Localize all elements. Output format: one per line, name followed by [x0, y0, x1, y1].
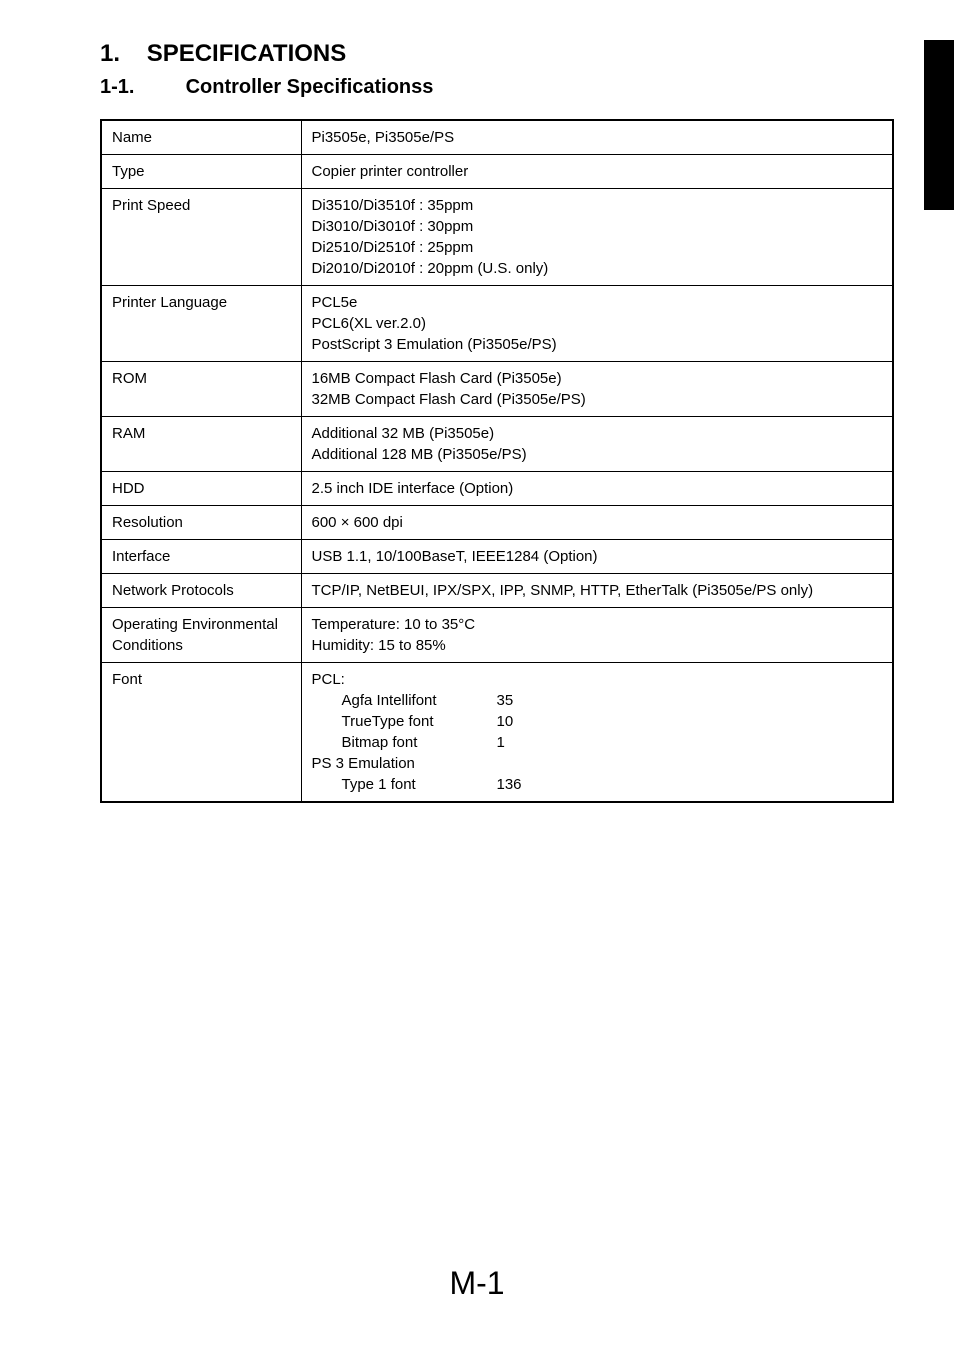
- row-label: Font: [101, 663, 301, 803]
- spec-table: NamePi3505e, Pi3505e/PSTypeCopier printe…: [100, 119, 894, 803]
- table-row: InterfaceUSB 1.1, 10/100BaseT, IEEE1284 …: [101, 540, 893, 574]
- font-count: 10: [497, 711, 883, 732]
- row-value: PCL5e PCL6(XL ver.2.0) PostScript 3 Emul…: [301, 286, 893, 362]
- font-item: Bitmap font1: [342, 732, 883, 753]
- row-value: USB 1.1, 10/100BaseT, IEEE1284 (Option): [301, 540, 893, 574]
- row-label: RAM: [101, 417, 301, 472]
- row-value: Pi3505e, Pi3505e/PS: [301, 120, 893, 155]
- font-name: Type 1 font: [342, 774, 497, 795]
- font-section-header: PS 3 Emulation: [312, 753, 883, 774]
- font-count: 136: [497, 774, 883, 795]
- side-tab: [924, 40, 954, 210]
- section-number: 1.: [100, 40, 120, 67]
- table-row: Printer LanguagePCL5e PCL6(XL ver.2.0) P…: [101, 286, 893, 362]
- font-item: TrueType font10: [342, 711, 883, 732]
- row-label: Operating Environmental Conditions: [101, 608, 301, 663]
- row-value: 600 × 600 dpi: [301, 506, 893, 540]
- row-label: Printer Language: [101, 286, 301, 362]
- table-row: NamePi3505e, Pi3505e/PS: [101, 120, 893, 155]
- row-value: Temperature: 10 to 35°C Humidity: 15 to …: [301, 608, 893, 663]
- table-row: Operating Environmental ConditionsTemper…: [101, 608, 893, 663]
- page-number: M-1: [0, 1265, 954, 1302]
- subsection-number: 1-1.: [100, 76, 180, 99]
- row-label: Resolution: [101, 506, 301, 540]
- font-section-header: PCL:: [312, 669, 883, 690]
- row-label: HDD: [101, 472, 301, 506]
- table-row: Network ProtocolsTCP/IP, NetBEUI, IPX/SP…: [101, 574, 893, 608]
- table-row: TypeCopier printer controller: [101, 155, 893, 189]
- row-value: 16MB Compact Flash Card (Pi3505e) 32MB C…: [301, 362, 893, 417]
- row-value: Di3510/Di3510f : 35ppm Di3010/Di3010f : …: [301, 189, 893, 286]
- font-count: 35: [497, 690, 883, 711]
- row-value: Copier printer controller: [301, 155, 893, 189]
- section-heading: 1. SPECIFICATIONS: [100, 40, 894, 68]
- font-count: 1: [497, 732, 883, 753]
- row-label: Network Protocols: [101, 574, 301, 608]
- row-label: Print Speed: [101, 189, 301, 286]
- row-value: TCP/IP, NetBEUI, IPX/SPX, IPP, SNMP, HTT…: [301, 574, 893, 608]
- font-item: Type 1 font136: [342, 774, 883, 795]
- row-label: ROM: [101, 362, 301, 417]
- font-item: Agfa Intellifont35: [342, 690, 883, 711]
- row-value: 2.5 inch IDE interface (Option): [301, 472, 893, 506]
- row-label: Name: [101, 120, 301, 155]
- row-value: PCL:Agfa Intellifont35TrueType font10Bit…: [301, 663, 893, 803]
- table-row: HDD2.5 inch IDE interface (Option): [101, 472, 893, 506]
- font-name: Bitmap font: [342, 732, 497, 753]
- table-row: Print SpeedDi3510/Di3510f : 35ppm Di3010…: [101, 189, 893, 286]
- subsection-title: Controller Specificationss: [186, 76, 434, 98]
- row-value: Additional 32 MB (Pi3505e) Additional 12…: [301, 417, 893, 472]
- font-name: TrueType font: [342, 711, 497, 732]
- section-title: SPECIFICATIONS: [147, 40, 347, 67]
- table-row: FontPCL:Agfa Intellifont35TrueType font1…: [101, 663, 893, 803]
- table-row: RAMAdditional 32 MB (Pi3505e) Additional…: [101, 417, 893, 472]
- row-label: Interface: [101, 540, 301, 574]
- table-row: Resolution600 × 600 dpi: [101, 506, 893, 540]
- row-label: Type: [101, 155, 301, 189]
- table-row: ROM16MB Compact Flash Card (Pi3505e) 32M…: [101, 362, 893, 417]
- subsection-heading: 1-1. Controller Specificationss: [100, 76, 894, 99]
- font-name: Agfa Intellifont: [342, 690, 497, 711]
